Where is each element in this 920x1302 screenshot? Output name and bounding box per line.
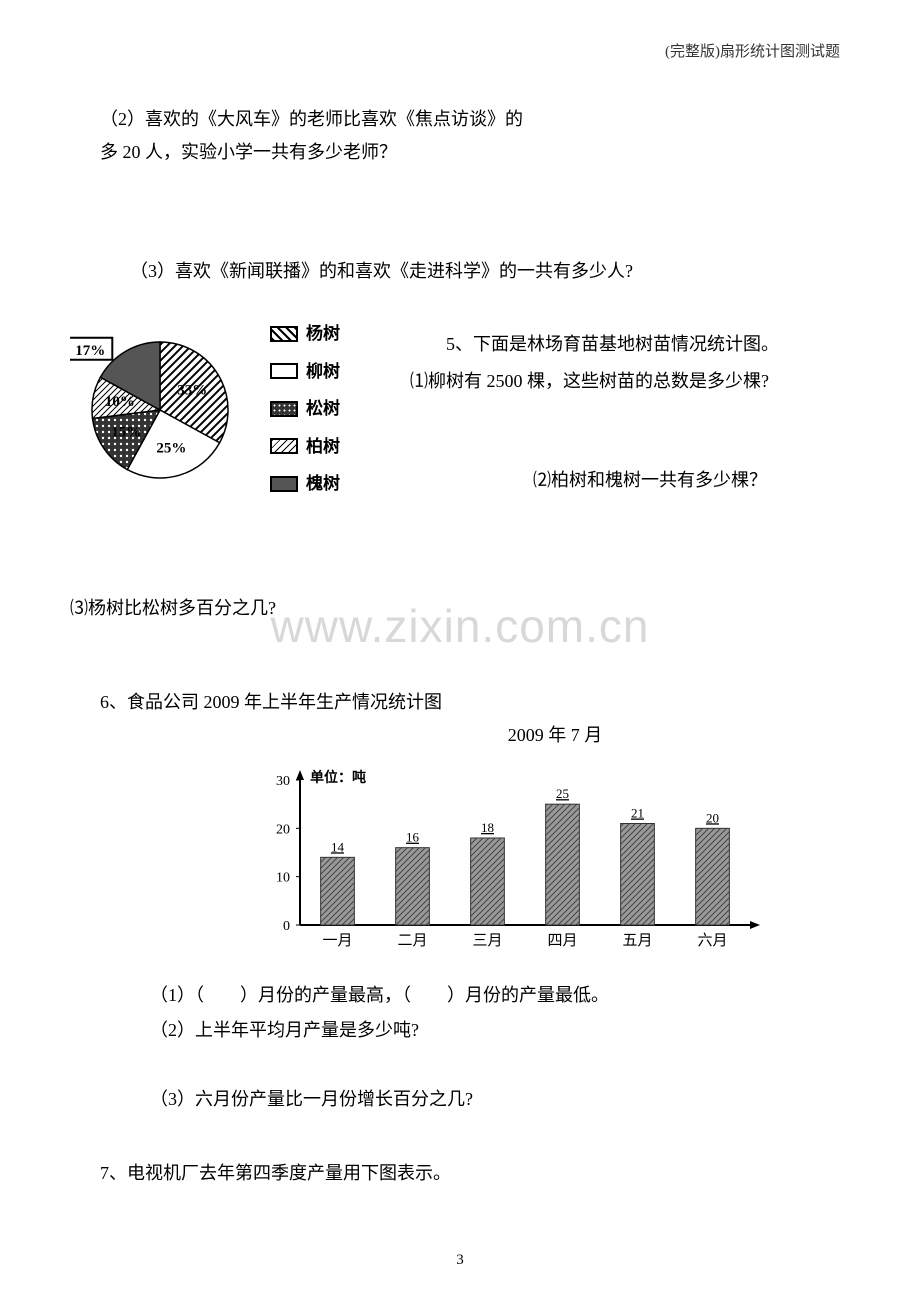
q6-sub3: （3）六月份产量比一月份增长百分之几? [150, 1085, 850, 1114]
q2-line2: 多 20 人，实验小学一共有多少老师？ [100, 138, 850, 167]
svg-text:单位：吨: 单位：吨 [310, 769, 366, 786]
q7-title: 7、电视机厂去年第四季度产量用下图表示。 [100, 1159, 850, 1188]
svg-text:21: 21 [631, 805, 644, 820]
svg-text:18: 18 [481, 820, 494, 835]
svg-text:14: 14 [331, 839, 345, 854]
q2-line1: （2）喜欢的《大风车》的老师比喜欢《焦点访谈》的 [100, 105, 850, 134]
svg-text:二月: 二月 [397, 933, 427, 949]
q5-sub1: ⑴柳树有 2500 棵，这些树苗的总数是多少棵? [410, 367, 850, 396]
svg-text:0: 0 [283, 919, 290, 934]
q5-title: 5、下面是林场育苗基地树苗情况统计图。 [410, 330, 850, 359]
svg-text:25%: 25% [156, 441, 186, 457]
q3-text: （3）喜欢《新闻联播》的和喜欢《走进科学》的一共有多少人? [130, 257, 850, 286]
legend-item: 槐树 [270, 465, 340, 502]
q5-sub2: ⑵柏树和槐树一共有多少棵？ [450, 466, 850, 495]
legend-item: 柳树 [270, 353, 340, 390]
pie-section: 33% 25% 15% 10% 17% 杨树柳树松树柏树槐树 5、下面是林场育苗基地树苗… [70, 315, 850, 504]
svg-text:20: 20 [706, 810, 719, 825]
svg-text:五月: 五月 [622, 933, 652, 949]
svg-text:三月: 三月 [472, 933, 502, 949]
svg-text:20: 20 [276, 822, 290, 837]
q6-title: 6、食品公司 2009 年上半年生产情况统计图 [100, 688, 850, 717]
legend-item: 杨树 [270, 315, 340, 352]
svg-text:25: 25 [556, 786, 569, 801]
svg-text:六月: 六月 [697, 932, 727, 949]
svg-text:16: 16 [406, 829, 420, 844]
svg-text:17%: 17% [75, 344, 105, 360]
svg-text:一月: 一月 [322, 933, 352, 949]
page-number: 3 [0, 1248, 920, 1272]
legend-item: 松树 [270, 390, 340, 427]
pie-legend: 杨树柳树松树柏树槐树 [270, 315, 340, 502]
svg-text:10%: 10% [105, 394, 135, 410]
bar-chart: 0 10 20 30 单位：吨 14 一月 16 二月 18 三月 25 四月 21 五月 20 六月 [250, 765, 850, 964]
svg-text:33%: 33% [177, 383, 207, 399]
pie-chart: 33% 25% 15% 10% 17% [70, 315, 250, 504]
svg-text:四月: 四月 [547, 933, 577, 949]
q6-sub1: （1）（ ）月份的产量最高，（ ）月份的产量最低。 [150, 981, 850, 1010]
q6-sub2: （2）上半年平均月产量是多少吨? [150, 1016, 850, 1045]
doc-header: (完整版)扇形统计图测试题 [665, 40, 840, 64]
svg-text:30: 30 [276, 774, 290, 789]
legend-item: 柏树 [270, 428, 340, 465]
svg-text:10: 10 [276, 870, 290, 885]
q6-date: 2009 年 7 月 [260, 721, 850, 750]
svg-text:15%: 15% [111, 425, 141, 441]
q5-sub3: ⑶杨树比松树多百分之几? [70, 594, 850, 623]
